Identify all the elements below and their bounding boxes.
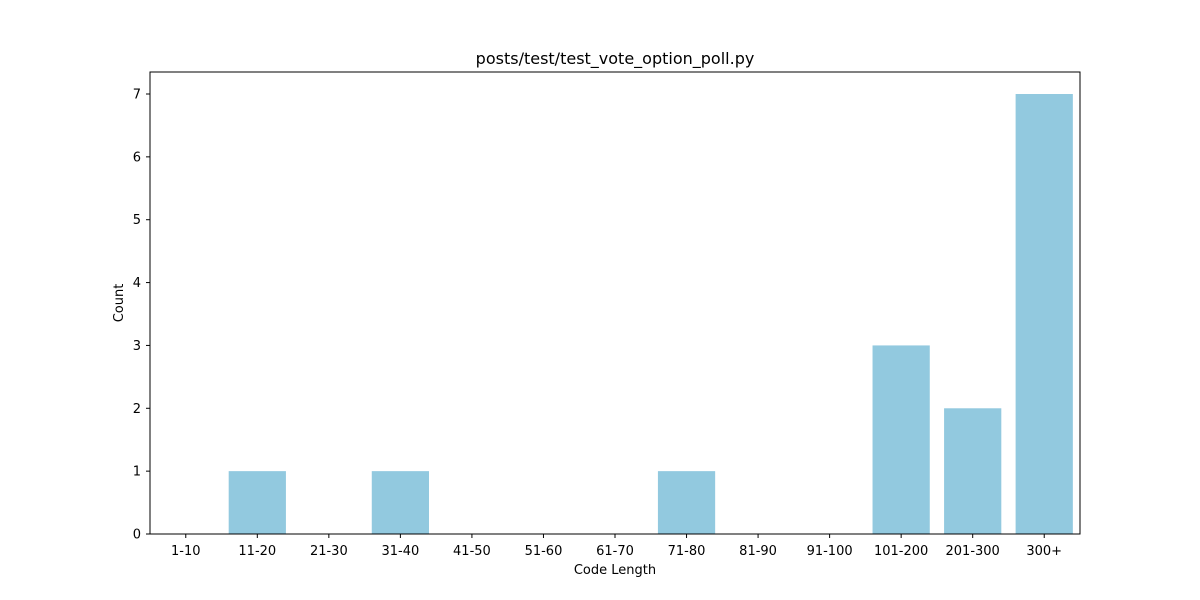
x-tick-label: 1-10 xyxy=(171,544,201,559)
y-tick-label: 3 xyxy=(133,339,141,354)
y-tick-label: 5 xyxy=(133,213,141,228)
bar-11-20 xyxy=(228,471,286,534)
y-axis-label: Count xyxy=(112,284,127,323)
y-tick-label: 0 xyxy=(133,528,141,543)
y-tick-label: 6 xyxy=(133,150,141,165)
bar-101-200 xyxy=(872,345,930,534)
x-tick-label: 300+ xyxy=(1026,544,1062,559)
x-tick-label: 11-20 xyxy=(238,544,276,559)
y-axis-ticks: 0 1 2 3 4 5 6 7 xyxy=(133,88,150,543)
x-tick-label: 51-60 xyxy=(525,544,563,559)
bar-201-300 xyxy=(944,408,1002,534)
x-tick-label: 61-70 xyxy=(596,544,634,559)
x-tick-label: 91-100 xyxy=(807,544,853,559)
x-tick-label: 31-40 xyxy=(381,544,419,559)
x-axis-label: Code Length xyxy=(574,563,656,578)
bars xyxy=(228,94,1073,534)
x-tick-label: 201-300 xyxy=(946,544,1000,559)
chart-title: posts/test/test_vote_option_poll.py xyxy=(476,49,755,69)
x-tick-label: 101-200 xyxy=(874,544,928,559)
x-tick-label: 41-50 xyxy=(453,544,491,559)
bar-300+ xyxy=(1015,94,1073,534)
y-tick-label: 1 xyxy=(133,465,141,480)
y-tick-label: 7 xyxy=(133,88,141,103)
plot-frame xyxy=(149,71,1081,535)
x-tick-label: 21-30 xyxy=(310,544,348,559)
bar-31-40 xyxy=(371,471,429,534)
y-tick-label: 2 xyxy=(133,402,141,417)
y-tick-label: 4 xyxy=(133,276,141,291)
x-tick-label: 81-90 xyxy=(739,544,777,559)
x-tick-label: 71-80 xyxy=(668,544,706,559)
x-axis-ticks: 1-10 11-20 21-30 31-40 41-50 51-60 61-70 71-80 8… xyxy=(171,534,1062,559)
bar-71-80 xyxy=(657,471,716,534)
